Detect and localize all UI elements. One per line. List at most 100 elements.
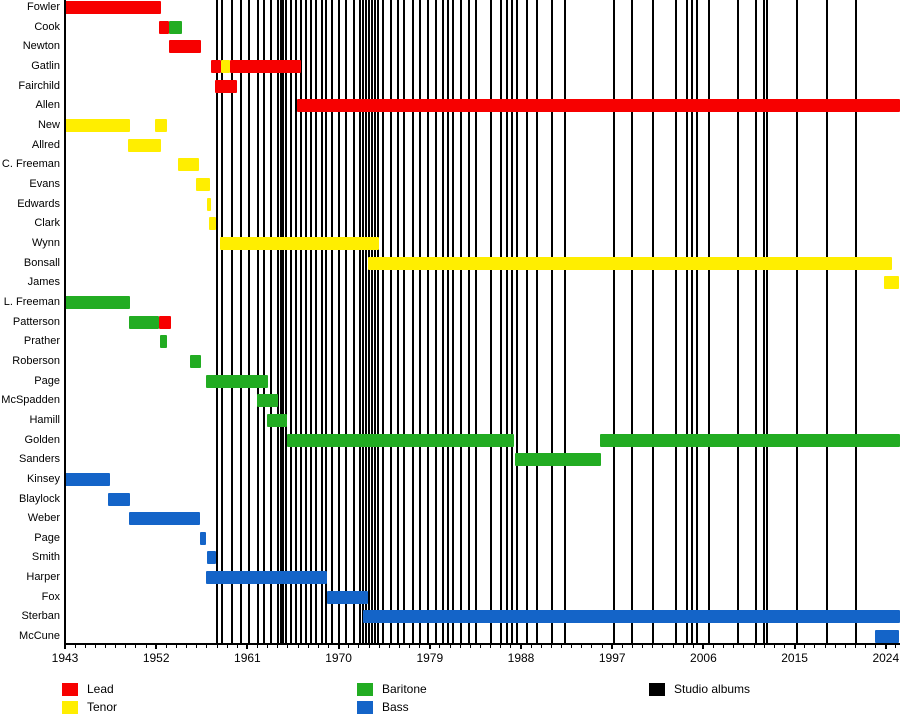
album-line	[526, 0, 529, 643]
album-line	[515, 0, 518, 643]
album-line	[447, 0, 450, 643]
x-axis-minor-tick	[844, 643, 846, 648]
x-axis-minor-tick	[378, 643, 380, 648]
x-axis-minor-tick	[652, 643, 654, 648]
legend-label-lead: Lead	[87, 682, 114, 696]
tenure-bar-baritone	[266, 413, 287, 427]
tenure-bar-bass	[199, 531, 206, 545]
studio-albums-color-swatch	[649, 682, 665, 696]
x-axis-minor-tick	[895, 643, 897, 648]
x-axis-minor-tick	[267, 643, 269, 648]
x-axis-tick-label: 2006	[690, 651, 717, 665]
tenure-bar-tenor	[155, 118, 168, 132]
album-line	[708, 0, 711, 643]
x-axis-minor-tick	[409, 643, 411, 648]
album-line	[305, 0, 308, 643]
x-axis-minor-tick	[561, 643, 563, 648]
x-axis-minor-tick	[510, 643, 512, 648]
member-label: Weber	[27, 512, 60, 525]
x-axis-major-tick	[246, 643, 249, 649]
tenure-bar-baritone	[128, 315, 160, 329]
member-label: Edwards	[17, 197, 60, 210]
member-label: Allen	[35, 99, 60, 112]
x-axis-major-tick	[702, 643, 705, 649]
album-line	[763, 0, 766, 643]
member-label: Page	[34, 374, 60, 387]
x-axis-minor-tick	[834, 643, 836, 648]
x-axis-minor-tick	[621, 643, 623, 648]
x-axis-minor-tick	[469, 643, 471, 648]
album-line	[269, 0, 272, 643]
x-axis-tick-label: 1961	[234, 651, 261, 665]
x-axis-minor-tick	[348, 643, 350, 648]
tenure-bar-tenor	[127, 138, 162, 152]
x-axis-minor-tick	[672, 643, 674, 648]
album-line	[411, 0, 414, 643]
x-axis-minor-tick	[591, 643, 593, 648]
album-line	[397, 0, 400, 643]
tenure-bar-lead	[65, 1, 162, 14]
x-axis-minor-tick	[358, 643, 360, 648]
album-line	[426, 0, 429, 643]
x-axis-minor-tick	[753, 643, 755, 648]
x-axis-minor-tick	[419, 643, 421, 648]
tenure-bar-bass	[874, 630, 899, 644]
x-axis-minor-tick	[115, 643, 117, 648]
x-axis-minor-tick	[713, 643, 715, 648]
tenure-bar-bass	[362, 610, 900, 624]
album-line	[281, 0, 284, 643]
x-axis-minor-tick	[601, 643, 603, 648]
x-axis-minor-tick	[226, 643, 228, 648]
album-line	[364, 0, 367, 643]
x-axis-tick-label: 1997	[598, 651, 626, 665]
tenure-bar-lead	[169, 40, 201, 54]
tenure-bar-tenor	[367, 256, 892, 270]
x-axis-minor-tick	[824, 643, 826, 648]
x-axis-minor-tick	[773, 643, 775, 648]
member-label: Roberson	[12, 354, 60, 367]
x-axis-minor-tick	[105, 643, 107, 648]
x-axis-minor-tick	[84, 643, 86, 648]
x-axis-minor-tick	[783, 643, 785, 648]
album-line	[256, 0, 259, 643]
x-axis-tick-label: 2015	[781, 651, 808, 665]
member-label: Smith	[31, 551, 60, 564]
member-label: Fowler	[26, 1, 60, 13]
x-axis-major-tick	[155, 643, 158, 649]
album-line	[631, 0, 634, 643]
album-line	[368, 0, 370, 643]
album-line	[418, 0, 421, 643]
x-axis-minor-tick	[631, 643, 633, 648]
x-axis-minor-tick	[257, 643, 259, 648]
x-axis-tick-label: 1952	[142, 651, 170, 665]
member-label: Allred	[31, 138, 60, 151]
member-label: Harper	[26, 571, 60, 584]
legend-item-tenor: Tenor	[62, 700, 117, 714]
album-line	[755, 0, 758, 643]
x-axis-minor-tick	[125, 643, 127, 648]
album-line	[352, 0, 355, 643]
x-axis-major-tick	[793, 643, 796, 649]
tenure-bar-baritone	[256, 394, 278, 408]
x-axis-tick-label: 1970	[325, 651, 352, 665]
album-line	[441, 0, 444, 643]
member-label: McSpadden	[1, 394, 60, 407]
album-line	[855, 0, 858, 643]
album-line	[337, 0, 340, 643]
x-axis-minor-tick	[743, 643, 745, 648]
member-label: Hamill	[29, 413, 60, 426]
album-line	[468, 0, 471, 643]
member-label: Prather	[23, 335, 60, 348]
x-axis-minor-tick	[186, 643, 188, 648]
album-line	[499, 0, 502, 643]
album-line	[390, 0, 393, 643]
member-label: Kinsey	[26, 472, 60, 485]
album-line	[452, 0, 455, 643]
x-axis-tick-label: 2024	[872, 651, 900, 665]
x-axis-tick-label: 1979	[416, 651, 444, 665]
member-label: Cook	[34, 20, 60, 33]
member-label: Newton	[22, 40, 60, 53]
x-axis-minor-tick	[439, 643, 441, 648]
tenure-bar-tenor	[206, 197, 211, 211]
album-line	[231, 0, 234, 643]
